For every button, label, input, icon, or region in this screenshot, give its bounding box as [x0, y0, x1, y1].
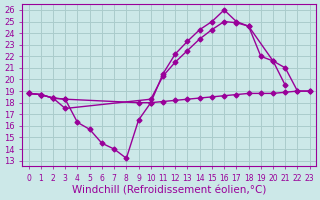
X-axis label: Windchill (Refroidissement éolien,°C): Windchill (Refroidissement éolien,°C) [72, 186, 266, 196]
